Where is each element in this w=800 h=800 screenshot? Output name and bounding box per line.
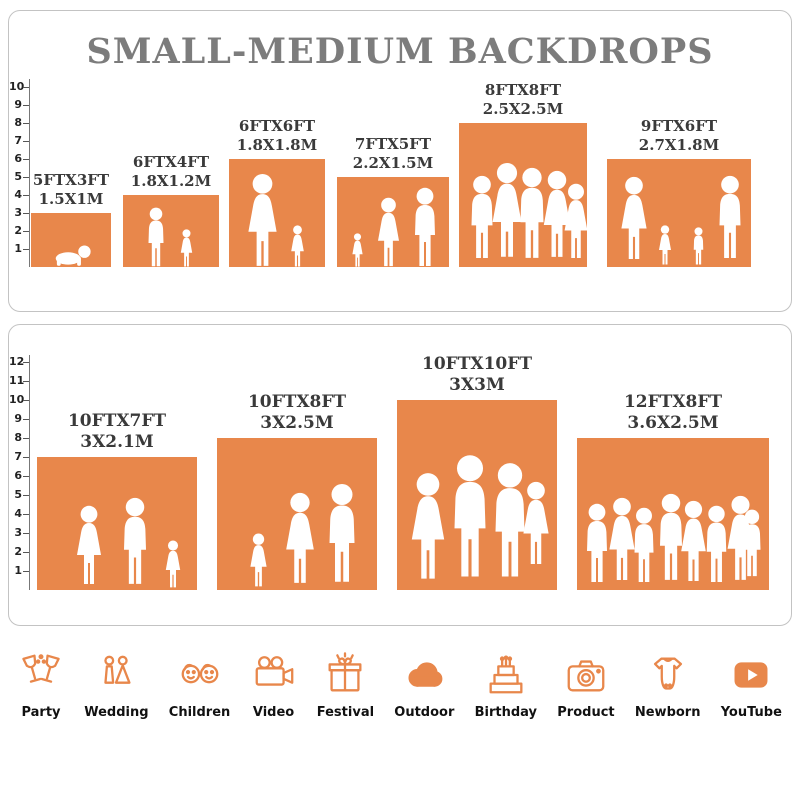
category-label: Birthday <box>474 705 538 720</box>
category-birthday: Birthday <box>475 652 537 720</box>
category-label: Festival <box>316 705 375 720</box>
ruler-number: 7 <box>14 450 22 463</box>
ruler-number: 12 <box>9 355 25 368</box>
backdrop-size-label: 10FTX7FT 3X2.1M <box>67 411 167 452</box>
panel-small-medium-top: SMALL-MEDIUM BACKDROPS 1 2 3 4 5 6 7 8 9… <box>8 10 792 312</box>
people-silhouette <box>248 173 304 267</box>
backdrop-bar-6x4 <box>123 195 219 267</box>
people-silhouette <box>587 493 761 583</box>
people-silhouette <box>471 162 588 259</box>
ruler-number: 4 <box>14 188 22 201</box>
category-outdoor: Outdoor <box>394 652 454 720</box>
category-wedding: Wedding <box>84 652 149 720</box>
birthday-cake-icon <box>489 655 523 694</box>
category-children: Children <box>168 652 231 720</box>
backdrop-bar-7x5 <box>337 177 449 267</box>
backdrop-bar-5x3 <box>31 213 111 267</box>
page-title: SMALL-MEDIUM BACKDROPS <box>86 31 714 72</box>
backdrop-bar-10x10 <box>397 400 557 590</box>
ruler-number: 5 <box>14 488 22 501</box>
ruler-number: 10 <box>9 393 25 406</box>
backdrop-size-label: 5FTX3FT 1.5X1M <box>32 171 110 208</box>
ruler-number: 3 <box>14 526 22 539</box>
category-product: Product <box>557 652 615 720</box>
backdrop-bar-10x7 <box>37 457 197 590</box>
people-silhouette <box>148 207 193 267</box>
people-silhouette <box>250 484 355 587</box>
backdrop-size-label: 6FTX6FT 1.8X1.8M <box>236 117 318 154</box>
ruler-number: 8 <box>14 431 22 444</box>
ruler-number: 5 <box>14 170 22 183</box>
wedding-couple-icon <box>104 655 131 684</box>
ruler-number: 9 <box>14 98 22 111</box>
ruler-number: 9 <box>14 412 22 425</box>
cloud-icon <box>408 662 443 687</box>
people-silhouette <box>77 497 181 588</box>
category-label: Product <box>557 705 615 720</box>
backdrop-size-label: 6FTX4FT 1.8X1.2M <box>130 153 212 190</box>
ruler-number: 8 <box>14 116 22 129</box>
photo-camera-icon <box>567 660 605 692</box>
backdrop-bar-10x8 <box>217 438 377 590</box>
party-glasses-icon <box>22 654 60 683</box>
people-silhouette <box>352 187 435 267</box>
category-video: Video <box>251 652 297 720</box>
panel-small-medium-bottom: 1 2 3 4 5 6 7 8 9 10 11 12 10FTX7FT 3X2 <box>8 324 792 626</box>
ruler-number: 3 <box>14 206 22 219</box>
category-festival: Festival <box>317 652 374 720</box>
ruler-number: 6 <box>14 469 22 482</box>
backdrop-size-label: 7FTX5FT 2.2X1.5M <box>352 135 434 172</box>
backdrop-size-label: 10FTX10FT 3X3M <box>422 354 532 395</box>
category-row: Party Wedding <box>18 652 782 720</box>
ruler-number: 7 <box>14 134 22 147</box>
ruler-number: 1 <box>14 242 22 255</box>
category-label: Children <box>168 705 231 720</box>
video-camera-icon <box>255 656 293 686</box>
ruler-number: 2 <box>14 545 22 558</box>
category-label: Video <box>252 705 295 720</box>
ruler-number: 1 <box>14 564 22 577</box>
children-faces-icon <box>181 663 218 684</box>
gift-icon <box>328 652 362 692</box>
ruler-number: 11 <box>9 374 25 387</box>
backdrop-bar-9x6 <box>607 159 751 267</box>
ruler-number: 4 <box>14 507 22 520</box>
category-newborn: Newborn <box>634 652 701 720</box>
ruler-number: 6 <box>14 152 22 165</box>
category-youtube: YouTube <box>721 652 782 720</box>
backdrop-bar-12x8 <box>577 438 769 590</box>
backdrop-bar-6x6 <box>229 159 325 267</box>
ruler-axis-line <box>29 79 30 267</box>
people-silhouette <box>55 245 91 266</box>
people-silhouette <box>621 175 741 265</box>
category-label: YouTube <box>720 705 782 720</box>
people-silhouette <box>411 455 549 579</box>
ruler-axis-line <box>29 355 30 590</box>
backdrop-size-label: 8FTX8FT 2.5X2.5M <box>482 81 564 118</box>
category-label: Outdoor <box>394 705 455 720</box>
ruler-number: 2 <box>14 224 22 237</box>
backdrop-size-label: 9FTX6FT 2.7X1.8M <box>638 117 720 154</box>
category-label: Party <box>21 705 61 720</box>
backdrop-size-label: 12FTX8FT 3.6X2.5M <box>623 392 723 433</box>
baby-onesie-icon <box>653 657 682 690</box>
category-label: Wedding <box>84 705 149 720</box>
backdrop-size-label: 10FTX8FT 3X2.5M <box>247 392 347 433</box>
category-label: Newborn <box>634 705 701 720</box>
ruler-number: 10 <box>9 80 25 93</box>
category-party: Party <box>18 652 64 720</box>
youtube-play-icon <box>734 662 768 688</box>
backdrop-bar-8x8 <box>459 123 588 267</box>
